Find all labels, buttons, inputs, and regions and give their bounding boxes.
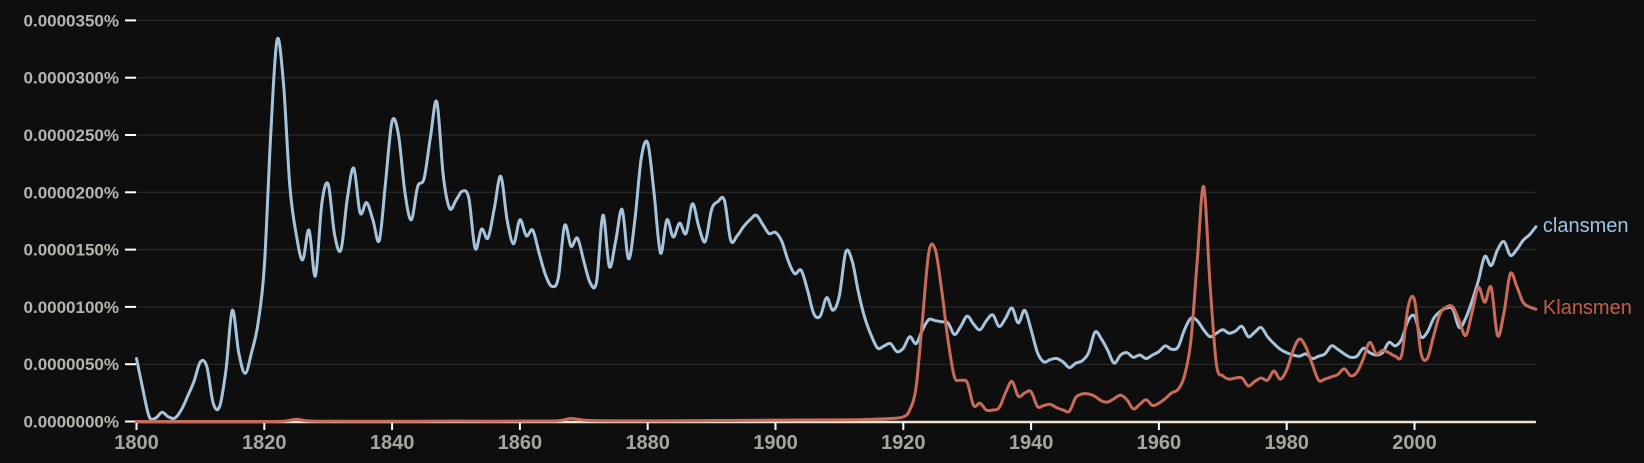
legend-label-clansmen[interactable]: clansmen (1542, 214, 1629, 237)
x-axis-label: 1960 (1137, 432, 1182, 454)
y-axis-label: 0.0000050% (24, 355, 119, 374)
y-axis-label: 0.0000200% (24, 183, 119, 202)
y-axis-label: 0.0000250% (24, 126, 119, 145)
x-axis-label: 2000 (1392, 432, 1437, 454)
series-line-klansmen[interactable] (135, 185, 1538, 423)
x-axis-label: 1880 (625, 432, 670, 454)
x-axis-label: 1900 (753, 432, 798, 454)
legend-label-klansmen[interactable]: Klansmen (1542, 297, 1632, 320)
x-axis-label: 1840 (370, 432, 415, 454)
y-axis-label: 0.0000000% (24, 413, 119, 432)
x-axis-label: 1820 (242, 432, 287, 454)
y-axis-label: 0.0000150% (24, 241, 119, 260)
y-axis-label: 0.0000100% (24, 298, 119, 317)
y-axis-label: 0.0000350% (24, 11, 119, 30)
x-axis-label: 1860 (498, 432, 543, 454)
x-axis-label: 1980 (1264, 432, 1309, 454)
series-line-clansmen[interactable] (135, 36, 1538, 421)
x-axis-label: 1940 (1009, 432, 1054, 454)
x-axis-label: 1800 (114, 432, 159, 454)
y-axis-label: 0.0000300% (24, 69, 119, 88)
x-axis-label: 1920 (881, 432, 926, 454)
